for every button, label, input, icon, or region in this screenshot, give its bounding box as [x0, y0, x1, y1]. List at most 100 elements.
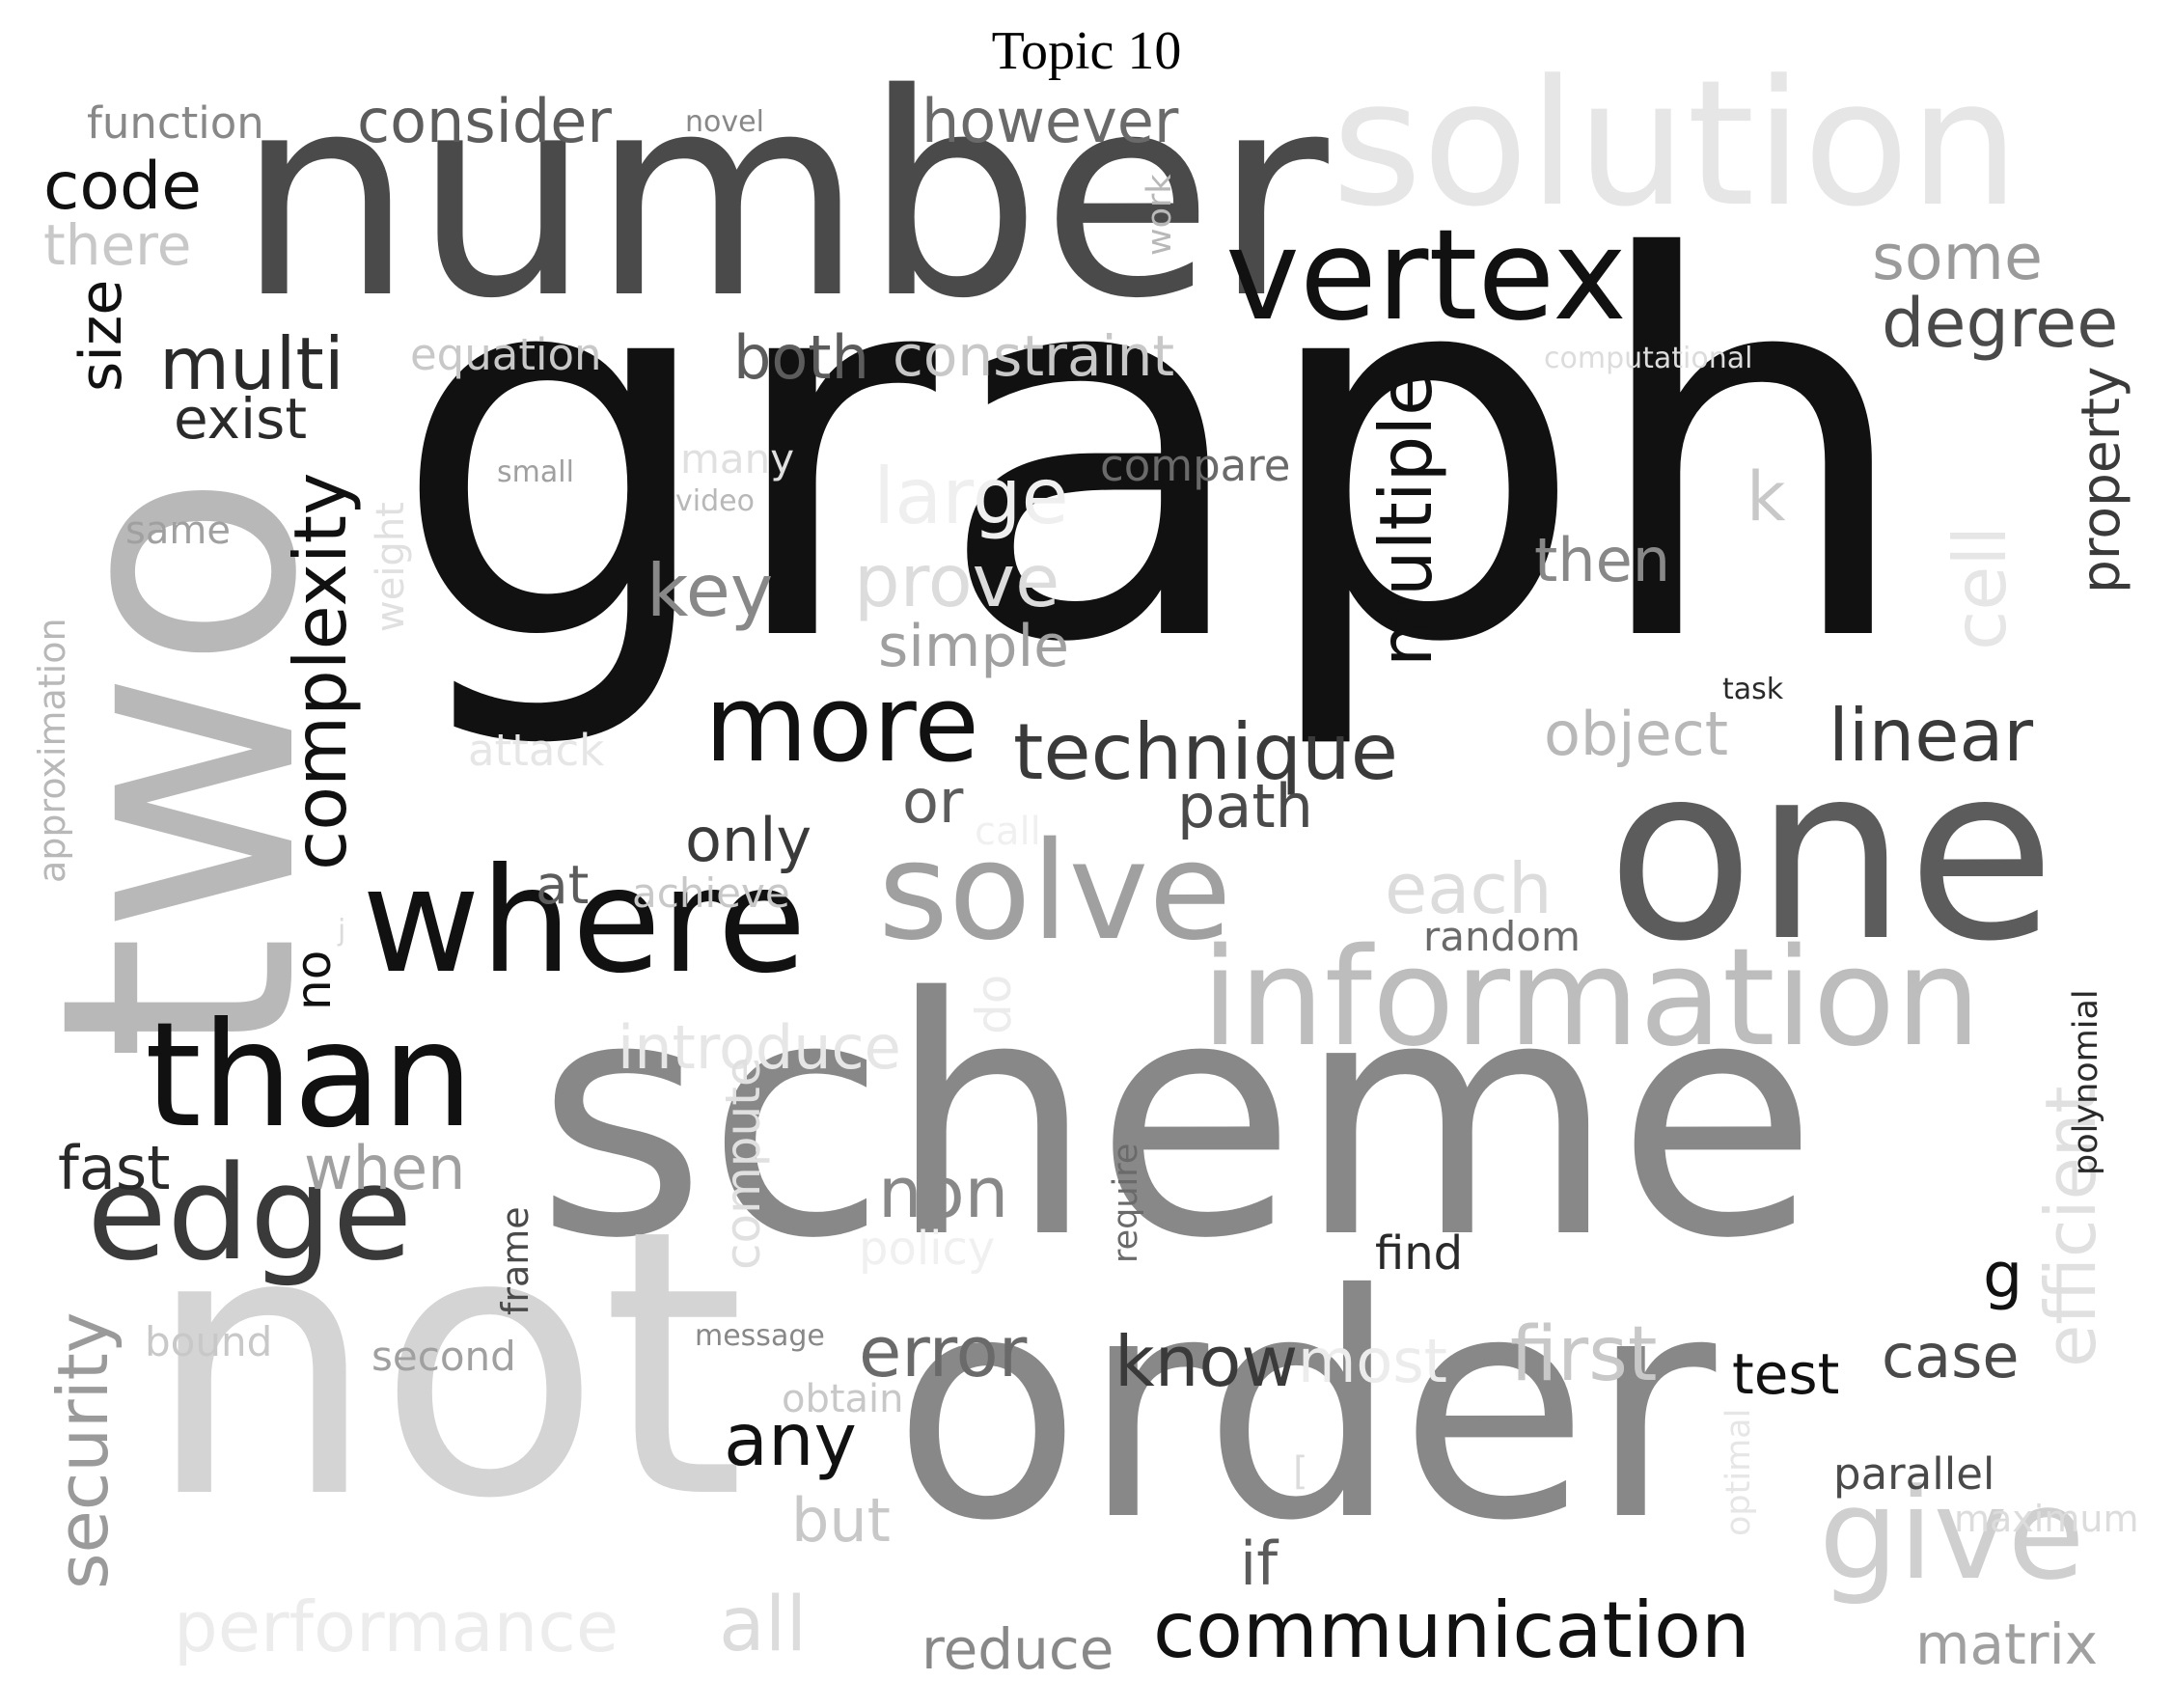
word-attack: attack	[468, 725, 605, 776]
word-order: order	[893, 1229, 1717, 1588]
word-solution: solution	[1332, 43, 2020, 245]
word-when: when	[304, 1133, 466, 1203]
word-scheme: scheme	[536, 928, 1819, 1310]
word-multiple: multiple	[1363, 371, 1448, 667]
word-message: message	[695, 1319, 825, 1353]
word-function: function	[87, 97, 264, 149]
word-object: object	[1544, 699, 1729, 769]
word-simple: simple	[878, 613, 1070, 680]
word-random: random	[1423, 913, 1581, 960]
word-only: only	[685, 805, 812, 875]
word-performance: performance	[174, 1586, 619, 1667]
word-where: where	[362, 838, 807, 1006]
word-same: same	[125, 509, 231, 553]
word-video: video	[675, 484, 755, 518]
word-bracket: [	[1293, 1449, 1308, 1494]
word-reduce: reduce	[921, 1616, 1114, 1682]
word-approximation: approximation	[31, 618, 73, 883]
word-task: task	[1722, 673, 1784, 706]
word-maximum: maximum	[1954, 1498, 2139, 1540]
word-degree: degree	[1882, 284, 2119, 363]
word-matrix: matrix	[1915, 1612, 2099, 1677]
word-first: first	[1510, 1311, 1658, 1398]
word-both: both	[733, 322, 869, 393]
word-obtain: obtain	[782, 1377, 904, 1421]
word-code: code	[43, 149, 202, 225]
word-most: most	[1298, 1326, 1447, 1396]
word-consider: consider	[357, 86, 612, 156]
word-some: some	[1872, 222, 2043, 294]
word-work: work	[1141, 174, 1179, 256]
word-path: path	[1177, 771, 1313, 841]
word-but: but	[791, 1485, 891, 1556]
word-no: no	[286, 950, 342, 1010]
word-compare: compare	[1100, 440, 1291, 491]
word-graph: graph	[391, 151, 1916, 757]
word-vertex: vertex	[1225, 202, 1627, 348]
word-second: second	[371, 1333, 516, 1380]
word-weight: weight	[369, 502, 413, 632]
word-however: however	[921, 86, 1179, 156]
word-policy: policy	[859, 1222, 996, 1276]
word-g: g	[1983, 1240, 2023, 1312]
word-constraint: constraint	[893, 323, 1175, 389]
word-optimal: optimal	[1719, 1408, 1758, 1536]
word-parallel: parallel	[1833, 1448, 1995, 1500]
word-achieve: achieve	[632, 869, 790, 917]
word-technique: technique	[1013, 707, 1398, 797]
word-case: case	[1882, 1321, 2020, 1391]
word-information: information	[1201, 920, 1982, 1077]
word-solve: solve	[878, 813, 1232, 971]
word-then: then	[1534, 525, 1671, 595]
word-many: many	[680, 435, 795, 482]
word-more: more	[704, 662, 979, 785]
word-bound: bound	[145, 1318, 273, 1365]
word-give: give	[1819, 1461, 2085, 1608]
word-at: at	[536, 854, 590, 916]
word-j: j	[338, 914, 346, 948]
word-size: size	[68, 279, 135, 392]
word-introduce: introduce	[618, 1012, 901, 1083]
word-property: property	[2070, 366, 2132, 593]
word-complexity: complexity	[278, 472, 363, 870]
word-key: key	[646, 548, 774, 633]
word-know: know	[1114, 1321, 1299, 1402]
word-polynomial: polynomial	[2067, 989, 2105, 1175]
word-compute: compute	[715, 1057, 771, 1270]
word-novel: novel	[685, 105, 764, 139]
word-equation: equation	[410, 329, 602, 380]
word-large: large	[873, 452, 1069, 541]
word-error: error	[859, 1311, 1028, 1392]
word-edge: edge	[87, 1138, 413, 1289]
word-find: find	[1375, 1226, 1464, 1281]
word-number: number	[236, 35, 1329, 360]
word-computational: computational	[1544, 342, 1753, 375]
word-all: all	[719, 1582, 808, 1668]
word-k: k	[1747, 457, 1786, 537]
word-if: if	[1240, 1529, 1279, 1599]
word-small: small	[497, 455, 574, 489]
word-security: security	[42, 1311, 124, 1589]
word-do: do	[966, 974, 1022, 1034]
word-exist: exist	[174, 386, 308, 452]
word-communication: communication	[1153, 1585, 1750, 1675]
word-require: require	[1107, 1143, 1145, 1263]
word-frame: frame	[494, 1206, 536, 1315]
word-or: or	[902, 766, 964, 837]
word-fast: fast	[58, 1133, 171, 1203]
word-call: call	[975, 810, 1041, 854]
word-any: any	[724, 1397, 857, 1482]
word-test: test	[1732, 1341, 1840, 1407]
word-non: non	[878, 1152, 1009, 1233]
word-multi: multi	[159, 321, 344, 406]
word-than: than	[145, 992, 474, 1160]
chart-title: Topic 10	[991, 21, 1182, 81]
word-not: not	[145, 1151, 746, 1579]
word-one: one	[1607, 713, 2056, 994]
word-each: each	[1385, 848, 1553, 929]
word-there: there	[43, 212, 192, 278]
word-cell: cell	[1938, 525, 2022, 650]
word-prove: prove	[854, 538, 1060, 623]
word-linear: linear	[1829, 693, 2034, 778]
